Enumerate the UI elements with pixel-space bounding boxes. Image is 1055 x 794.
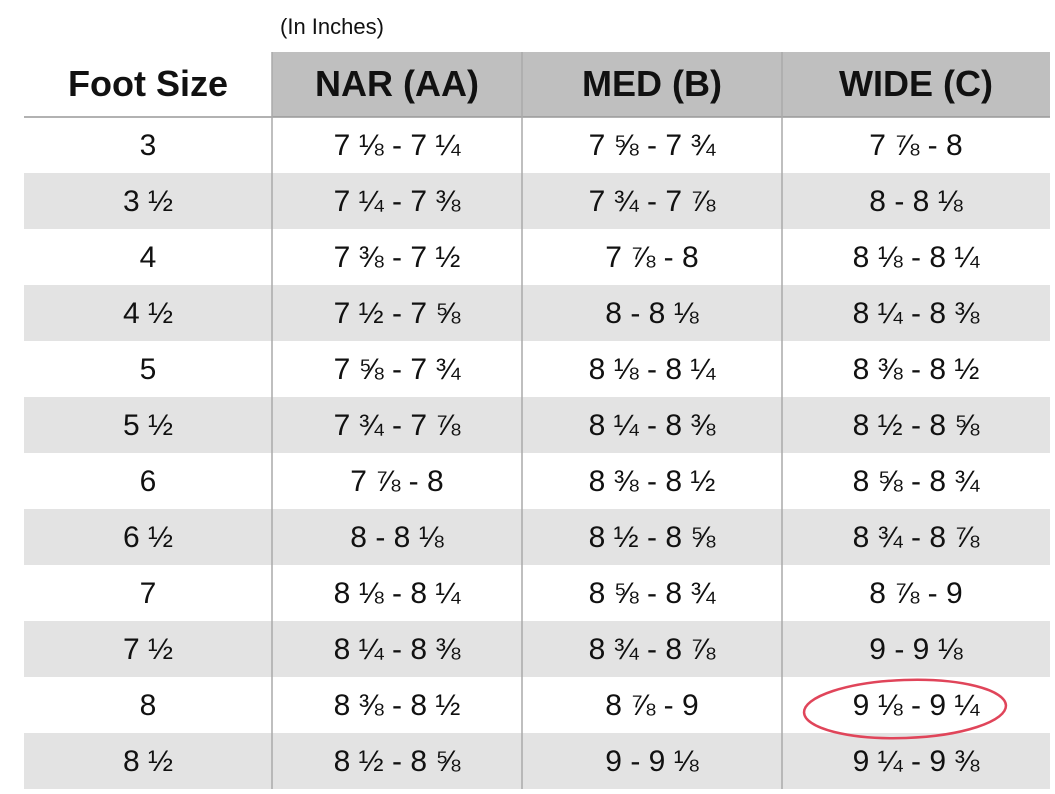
column-header: WIDE (C) [839,63,993,104]
foot-size: 4 ½ [123,297,173,330]
size-range: 7 ⅝ - 7 ¾ [334,353,462,386]
size-range: 8 - 8 ⅛ [350,521,444,554]
foot-size: 3 ½ [123,185,173,218]
size-range: 8 ½ - 8 ⅝ [334,745,462,778]
column-header: MED (B) [582,63,722,104]
foot-size: 5 [140,353,157,386]
size-range: 8 ½ - 8 ⅝ [853,409,981,442]
size-range: 7 ⅜ - 7 ½ [334,241,461,274]
size-range: 8 ¼ - 8 ⅜ [589,409,717,442]
column-header: NAR (AA) [315,63,479,104]
size-range: 8 ¼ - 8 ⅜ [853,297,981,330]
size-range: 9 ⅛ - 9 ¼ [853,689,981,722]
size-range: 8 ⅝ - 8 ¾ [589,577,717,610]
size-range: 8 ¼ - 8 ⅜ [334,633,462,666]
size-range: 8 ⅞ - 9 [869,577,962,610]
foot-size: 3 [140,129,157,162]
row-bg [24,285,1050,341]
size-range: 8 ¾ - 8 ⅞ [853,521,981,554]
foot-size: 7 [140,577,157,610]
size-range: 8 ½ - 8 ⅝ [589,521,717,554]
foot-size: 8 [140,689,157,722]
foot-size: 4 [140,241,157,274]
size-range: 7 ½ - 7 ⅝ [334,297,462,330]
size-range: 9 ¼ - 9 ⅜ [853,745,981,778]
size-range: 8 - 8 ⅛ [605,297,699,330]
size-range: 7 ⅛ - 7 ¼ [334,129,462,162]
foot-size: 6 [140,465,157,498]
unit-note: (In Inches) [280,14,384,39]
highlight-circle [802,678,1008,740]
size-range: 9 - 9 ⅛ [605,745,699,778]
size-range: 8 - 8 ⅛ [869,185,963,218]
size-range: 8 ¾ - 8 ⅞ [589,633,717,666]
foot-size: 5 ½ [123,409,173,442]
size-range: 8 ⅞ - 9 [605,689,698,722]
size-range: 7 ⅝ - 7 ¾ [589,129,717,162]
row-bg [24,733,1050,789]
size-range: 8 ⅛ - 8 ¼ [589,353,717,386]
size-range: 8 ⅛ - 8 ¼ [853,241,981,274]
size-range: 8 ⅛ - 8 ¼ [334,577,462,610]
size-table: Foot Size NAR (AA) MED (B) WIDE (C) 3 7 ⅛ - 7… [24,52,1050,789]
row-bg [24,509,1050,565]
size-range: 7 ¾ - 7 ⅞ [334,409,462,442]
size-range: 8 ⅜ - 8 ½ [853,353,980,386]
size-range: 8 ⅝ - 8 ¾ [853,465,981,498]
size-range: 7 ¼ - 7 ⅜ [334,185,462,218]
header-bg [272,52,1050,117]
size-range: 8 ⅜ - 8 ½ [334,689,461,722]
row-bg [24,621,1050,677]
row-bg [24,173,1050,229]
size-range: 9 - 9 ⅛ [869,633,963,666]
size-range: 7 ⅞ - 8 [869,129,962,162]
foot-size: 8 ½ [123,745,173,778]
row-bg [24,397,1050,453]
column-header: Foot Size [68,63,228,104]
foot-size: 7 ½ [123,633,173,666]
size-range: 7 ⅞ - 8 [350,465,443,498]
size-range: 7 ¾ - 7 ⅞ [589,185,717,218]
foot-size: 6 ½ [123,521,173,554]
size-range: 7 ⅞ - 8 [605,241,698,274]
size-range: 8 ⅜ - 8 ½ [589,465,716,498]
